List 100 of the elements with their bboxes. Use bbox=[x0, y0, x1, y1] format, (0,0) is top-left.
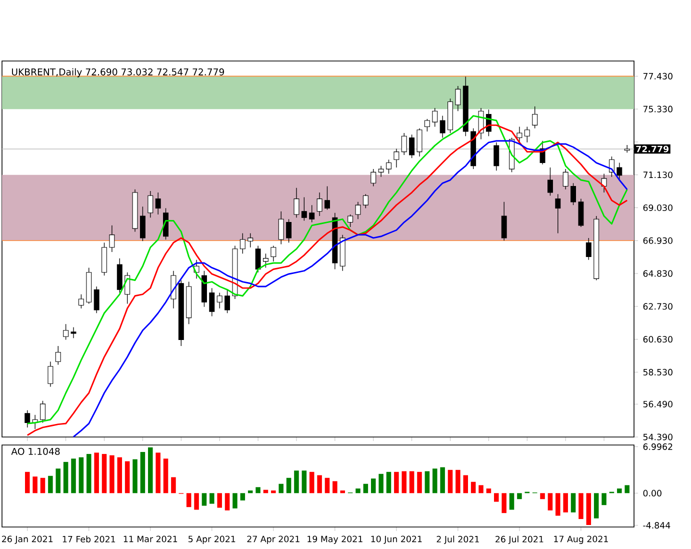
candlestick bbox=[70, 326, 76, 339]
candlestick bbox=[148, 190, 154, 218]
bar bbox=[463, 475, 468, 494]
candlestick bbox=[409, 134, 415, 158]
bar bbox=[470, 482, 476, 494]
candlestick bbox=[24, 410, 30, 428]
bar bbox=[570, 493, 576, 512]
y-tick-label: 75.330 bbox=[643, 106, 672, 112]
bar bbox=[86, 454, 92, 494]
bar bbox=[286, 478, 292, 494]
bar bbox=[148, 447, 153, 494]
bar bbox=[224, 493, 230, 510]
bar bbox=[578, 493, 584, 520]
bar bbox=[32, 476, 38, 494]
bar bbox=[202, 493, 207, 506]
bar bbox=[517, 493, 522, 500]
bar bbox=[217, 493, 222, 508]
candlestick bbox=[370, 168, 376, 187]
bar bbox=[502, 493, 506, 514]
bar bbox=[40, 478, 46, 494]
y-tick-label: 66.930 bbox=[643, 237, 672, 244]
candlestick bbox=[324, 186, 330, 210]
candlestick bbox=[601, 173, 607, 193]
candlestick bbox=[155, 192, 161, 215]
candlestick bbox=[209, 288, 215, 317]
candlestick bbox=[270, 245, 276, 262]
bar bbox=[232, 493, 238, 508]
candlestick bbox=[224, 289, 230, 314]
y-tick-label: 60.630 bbox=[643, 336, 672, 343]
bar bbox=[394, 472, 399, 494]
candlestick bbox=[78, 294, 84, 309]
ref-line-label: 72.779 bbox=[636, 146, 669, 152]
bar bbox=[494, 493, 499, 502]
bar bbox=[110, 455, 114, 494]
bar bbox=[617, 488, 622, 494]
candlestick bbox=[578, 198, 584, 228]
bar bbox=[540, 493, 545, 500]
candlestick bbox=[170, 270, 176, 309]
bar bbox=[586, 493, 592, 526]
bar bbox=[402, 471, 407, 494]
y-tick-label: 71.130 bbox=[643, 172, 672, 178]
x-tick-label: 5 Apr 2021 bbox=[188, 536, 236, 544]
candlestick bbox=[547, 167, 553, 196]
bar bbox=[94, 452, 99, 494]
bar bbox=[210, 493, 214, 504]
candlestick bbox=[309, 204, 315, 223]
bar bbox=[78, 457, 84, 494]
bar bbox=[448, 470, 453, 494]
x-tick-label: 17 Aug 2021 bbox=[554, 536, 608, 544]
bar bbox=[332, 481, 338, 494]
x-tick-label: 17 Feb 2021 bbox=[62, 536, 116, 542]
bar bbox=[324, 478, 330, 494]
candlestick bbox=[316, 192, 322, 216]
bar bbox=[378, 474, 384, 494]
bar bbox=[602, 493, 606, 506]
candlestick bbox=[40, 400, 46, 424]
candlestick bbox=[424, 118, 430, 132]
candlestick bbox=[278, 210, 284, 245]
bar bbox=[478, 485, 484, 494]
y-tick-label: -4.844 bbox=[643, 522, 670, 529]
x-tick-label: 2 Jul 2021 bbox=[436, 536, 479, 544]
bar bbox=[71, 458, 76, 494]
candlestick bbox=[94, 286, 100, 314]
candlestick bbox=[378, 166, 384, 178]
y-tick-label: 77.430 bbox=[643, 72, 672, 80]
y-tick-label: 54.390 bbox=[643, 434, 672, 440]
bar bbox=[556, 493, 560, 516]
bar bbox=[294, 470, 299, 494]
x-tick-label: 10 Jun 2021 bbox=[371, 536, 422, 544]
candlestick bbox=[394, 148, 400, 168]
bar bbox=[432, 468, 438, 494]
y-tick-label: 56.490 bbox=[643, 400, 672, 408]
bar bbox=[386, 472, 392, 494]
bar bbox=[486, 488, 492, 494]
candlestick bbox=[362, 194, 368, 209]
bar bbox=[140, 452, 146, 494]
bar bbox=[240, 493, 246, 500]
y-tick-label: 69.030 bbox=[643, 204, 672, 212]
bar bbox=[417, 472, 422, 494]
bar bbox=[56, 468, 61, 494]
bar bbox=[24, 472, 30, 494]
bar bbox=[156, 452, 160, 494]
y-tick-label: 58.530 bbox=[643, 368, 672, 376]
bar bbox=[309, 472, 314, 494]
bar bbox=[63, 462, 68, 494]
y-tick-label: 64.830 bbox=[643, 270, 672, 277]
bar bbox=[317, 475, 322, 494]
candlestick bbox=[294, 188, 300, 218]
bar bbox=[302, 470, 307, 494]
bar bbox=[132, 459, 138, 494]
candlestick bbox=[440, 115, 446, 138]
x-tick-label: 19 May 2021 bbox=[308, 536, 362, 544]
x-tick-label: 11 Mar 2021 bbox=[124, 536, 178, 542]
bar bbox=[624, 485, 630, 494]
candlestick bbox=[348, 214, 354, 228]
bar bbox=[102, 454, 107, 494]
candlestick bbox=[109, 225, 115, 252]
candlestick bbox=[48, 361, 54, 388]
bar bbox=[117, 457, 122, 494]
x-tick-label: 27 Apr 2021 bbox=[247, 536, 300, 544]
